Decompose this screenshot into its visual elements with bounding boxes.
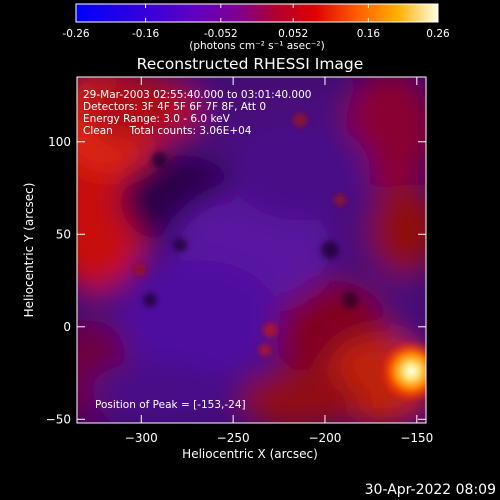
colorbar-tick-label: 0.052 (278, 28, 308, 40)
x-tick-label: −300 (125, 431, 158, 445)
colorbar-tick-label: -0.26 (62, 28, 89, 40)
y-axis: −50 0 50 100 (46, 135, 426, 426)
colorbar-ticks: -0.26 -0.16 -0.052 0.052 0.16 0.26 (62, 4, 450, 40)
plot-frame (76, 76, 427, 424)
y-tick-label: 100 (48, 135, 71, 149)
peak-source (379, 339, 426, 404)
x-tick-label: −200 (308, 431, 341, 445)
colorbar-tick-label: -0.16 (132, 28, 159, 40)
annotation-detectors: Detectors: 3F 4F 5F 6F 7F 8F, Att 0 (83, 101, 266, 113)
info-annotations: 29-Mar-2003 02:55:40.000 to 03:01:40.000… (83, 89, 311, 137)
chart-plot: Reconstructed RHESSI Image (22, 55, 433, 461)
x-axis: −300 −250 −200 −150 (125, 77, 433, 445)
y-tick-label: −50 (46, 412, 71, 426)
x-axis-label: Heliocentric X (arcsec) (182, 447, 318, 461)
chart-title: Reconstructed RHESSI Image (137, 55, 364, 73)
footer-date: 30-Apr-2022 08:09 (364, 482, 496, 498)
peak-position-label: Position of Peak = [-153,-24] (95, 399, 246, 411)
y-axis-label: Heliocentric Y (arcsec) (22, 183, 36, 318)
colorbar-gradient (75, 3, 439, 23)
colorbar-units: (photons cm⁻² s⁻¹ asec⁻²) (189, 40, 324, 52)
y-tick-label: 50 (56, 227, 71, 241)
annotation-energy: Energy Range: 3.0 - 6.0 keV (83, 113, 231, 125)
x-tick-label: −150 (400, 431, 433, 445)
colorbar-tick-label: 0.16 (357, 28, 381, 40)
annotation-time: 29-Mar-2003 02:55:40.000 to 03:01:40.000 (83, 89, 311, 101)
heatmap-image (77, 77, 426, 423)
annotation-clean: Clean Total counts: 3.06E+04 (83, 125, 252, 137)
y-tick-label: 0 (63, 320, 71, 334)
colorbar-tick-label: -0.052 (204, 28, 238, 40)
x-tick-label: −250 (217, 431, 250, 445)
colorbar-tick-label: 0.26 (426, 28, 450, 40)
colorbar: -0.26 -0.16 -0.052 0.052 0.16 0.26 (photons c… (62, 3, 450, 52)
